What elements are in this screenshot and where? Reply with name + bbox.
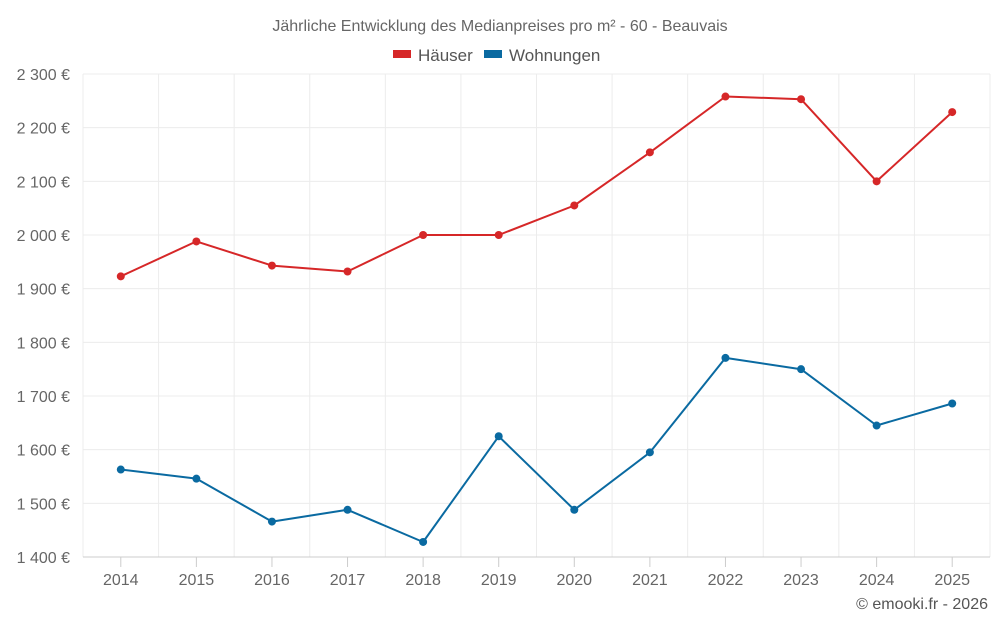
x-tick-label-2018: 2018 xyxy=(405,572,441,589)
x-tick-label-2025: 2025 xyxy=(934,572,970,589)
point-haeuser-2018[interactable] xyxy=(419,231,428,239)
point-wohnungen-2018[interactable] xyxy=(419,537,428,546)
x-tick-label-2019: 2019 xyxy=(481,572,517,589)
point-wohnungen-2025[interactable] xyxy=(948,399,957,408)
point-wohnungen-2021[interactable] xyxy=(645,448,654,457)
legend-item-wohnungen[interactable]: Wohnungen xyxy=(484,46,600,65)
x-tick-label-2016: 2016 xyxy=(254,572,290,589)
x-tick-label-2021: 2021 xyxy=(632,572,668,589)
point-haeuser-2023[interactable] xyxy=(797,95,806,104)
point-haeuser-2025[interactable] xyxy=(948,108,957,117)
y-tick-label-1400: 1 400 € xyxy=(17,550,70,567)
point-haeuser-2014[interactable] xyxy=(116,272,125,281)
y-tick-label-1500: 1 500 € xyxy=(17,496,70,513)
point-wohnungen-2023[interactable] xyxy=(797,365,806,374)
axes: 1 400 € 1 500 € 1 600 € 1 700 € 1 800 € 1 900… xyxy=(17,67,990,589)
point-wohnungen-2014[interactable] xyxy=(116,465,125,474)
point-haeuser-2015[interactable] xyxy=(192,237,201,246)
x-tick-label-2024: 2024 xyxy=(859,572,895,589)
series-layer xyxy=(116,92,957,546)
x-tick-label-2014: 2014 xyxy=(103,572,139,589)
series-wohnungen xyxy=(116,353,957,546)
legend-swatch-haeuser xyxy=(393,50,411,58)
point-haeuser-2021[interactable] xyxy=(645,148,654,157)
point-wohnungen-2022[interactable] xyxy=(721,353,730,362)
x-tick-label-2020: 2020 xyxy=(556,572,592,589)
chart-title: Jährliche Entwicklung des Medianpreises … xyxy=(272,18,727,35)
series-line-haeuser xyxy=(120,95,953,278)
legend-label-haeuser: Häuser xyxy=(418,46,473,65)
credit-text: © emooki.fr - 2026 xyxy=(856,596,988,613)
legend-swatch-wohnungen xyxy=(484,50,502,58)
y-tick-label-1700: 1 700 € xyxy=(17,389,70,406)
point-wohnungen-2019[interactable] xyxy=(494,432,503,441)
point-wohnungen-2024[interactable] xyxy=(872,421,881,430)
y-tick-label-2200: 2 200 € xyxy=(17,121,70,138)
x-tick-label-2022: 2022 xyxy=(708,572,744,589)
legend: Häuser Wohnungen xyxy=(393,46,600,65)
point-wohnungen-2017[interactable] xyxy=(343,505,352,514)
point-haeuser-2022[interactable] xyxy=(721,92,730,101)
point-haeuser-2017[interactable] xyxy=(343,267,352,276)
y-tick-label-2000: 2 000 € xyxy=(17,228,70,245)
legend-item-haeuser[interactable]: Häuser xyxy=(393,46,473,65)
x-tick-label-2015: 2015 xyxy=(179,572,215,589)
y-tick-label-1900: 1 900 € xyxy=(17,282,70,299)
y-tick-label-1800: 1 800 € xyxy=(17,335,70,352)
point-haeuser-2020[interactable] xyxy=(570,201,579,210)
grid xyxy=(82,73,991,557)
y-tick-label-2100: 2 100 € xyxy=(17,174,70,191)
point-haeuser-2016[interactable] xyxy=(267,261,276,270)
point-haeuser-2019[interactable] xyxy=(494,231,503,239)
point-haeuser-2024[interactable] xyxy=(872,177,881,186)
series-haeuser xyxy=(116,92,957,281)
legend-label-wohnungen: Wohnungen xyxy=(509,46,600,65)
point-wohnungen-2015[interactable] xyxy=(192,474,201,483)
x-tick-label-2017: 2017 xyxy=(330,572,366,589)
point-wohnungen-2020[interactable] xyxy=(570,505,579,514)
point-wohnungen-2016[interactable] xyxy=(267,517,276,526)
x-tick-label-2023: 2023 xyxy=(783,572,819,589)
y-tick-label-2300: 2 300 € xyxy=(17,67,70,84)
series-line-wohnungen xyxy=(120,356,953,543)
y-tick-label-1600: 1 600 € xyxy=(17,443,70,460)
